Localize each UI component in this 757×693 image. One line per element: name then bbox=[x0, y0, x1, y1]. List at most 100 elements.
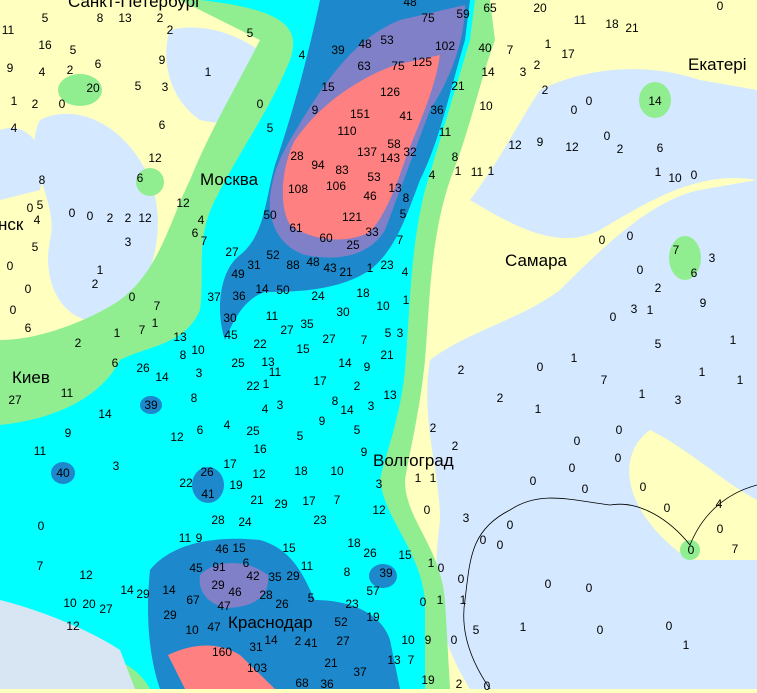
precipitation-value: 53 bbox=[367, 170, 381, 184]
precipitation-value: 3 bbox=[674, 393, 682, 407]
precipitation-value: 5 bbox=[384, 326, 392, 340]
precipitation-value: 0 bbox=[9, 303, 17, 317]
precipitation-value: 0 bbox=[450, 633, 458, 647]
precipitation-value: 4 bbox=[261, 402, 269, 416]
precipitation-value: 26 bbox=[136, 361, 150, 375]
precipitation-value: 0 bbox=[437, 561, 445, 575]
precipitation-value: 11 bbox=[178, 531, 192, 545]
precipitation-value: 21 bbox=[339, 265, 353, 279]
blue-blob bbox=[140, 396, 162, 414]
precipitation-value: 26 bbox=[363, 546, 377, 560]
precipitation-value: 5 bbox=[307, 591, 315, 605]
precipitation-value: 0 bbox=[615, 423, 623, 437]
light-blue-area-northeast bbox=[470, 69, 757, 239]
precipitation-value: 3 bbox=[396, 326, 404, 340]
precipitation-value: 1 bbox=[427, 556, 435, 570]
precipitation-value: 21 bbox=[324, 656, 338, 670]
precipitation-value: 1 bbox=[402, 293, 410, 307]
blue-blob bbox=[51, 462, 75, 484]
precipitation-value: 39 bbox=[144, 398, 158, 412]
precipitation-value: 8 bbox=[190, 391, 198, 405]
precipitation-value: 83 bbox=[335, 163, 349, 177]
precipitation-value: 41 bbox=[399, 109, 413, 123]
precipitation-value: 7 bbox=[600, 373, 608, 387]
precipitation-value: 40 bbox=[56, 466, 70, 480]
precipitation-value: 16 bbox=[253, 442, 267, 456]
precipitation-value: 14 bbox=[338, 356, 352, 370]
precipitation-value: 3 bbox=[708, 251, 716, 265]
precipitation-value: 30 bbox=[223, 311, 237, 325]
precipitation-value: 68 bbox=[295, 676, 309, 690]
precipitation-value: 39 bbox=[379, 566, 393, 580]
precipitation-value: 37 bbox=[207, 290, 221, 304]
precipitation-value: 7 bbox=[360, 333, 368, 347]
light-blue-area-east bbox=[427, 180, 757, 689]
precipitation-value: 8 bbox=[343, 565, 351, 579]
precipitation-value: 2 bbox=[533, 58, 541, 72]
precipitation-value: 0 bbox=[687, 543, 695, 557]
precipitation-value: 11 bbox=[33, 444, 47, 458]
precipitation-value: 1 bbox=[646, 303, 654, 317]
green-patch bbox=[639, 82, 671, 118]
precipitation-value: 36 bbox=[430, 103, 444, 117]
precipitation-value: 18 bbox=[347, 536, 361, 550]
precipitation-value: 88 bbox=[286, 258, 300, 272]
precipitation-value: 9 bbox=[536, 135, 544, 149]
precipitation-value: 11 bbox=[265, 309, 279, 323]
precipitation-value: 0 bbox=[596, 623, 604, 637]
precipitation-value: 46 bbox=[363, 189, 377, 203]
precipitation-value: 5 bbox=[399, 207, 407, 221]
precipitation-value: 7 bbox=[333, 493, 341, 507]
precipitation-value: 11 bbox=[60, 386, 74, 400]
precipitation-value: 0 bbox=[573, 434, 581, 448]
precipitation-value: 12 bbox=[148, 151, 162, 165]
blue-blob bbox=[369, 564, 397, 588]
precipitation-value: 6 bbox=[158, 118, 166, 132]
precipitation-value: 1 bbox=[429, 471, 437, 485]
precipitation-value: 0 bbox=[457, 572, 465, 586]
precipitation-value: 19 bbox=[421, 673, 435, 687]
precipitation-value: 5 bbox=[353, 423, 361, 437]
precipitation-value: 36 bbox=[320, 677, 334, 691]
precipitation-value: 12 bbox=[252, 467, 266, 481]
precipitation-value: 14 bbox=[120, 583, 134, 597]
precipitation-value: 12 bbox=[176, 196, 190, 210]
precipitation-value: 16 bbox=[38, 38, 52, 52]
precipitation-value: 41 bbox=[304, 636, 318, 650]
precipitation-value: 17 bbox=[302, 494, 316, 508]
precipitation-value: 9 bbox=[64, 426, 72, 440]
precipitation-value: 5 bbox=[472, 623, 480, 637]
precipitation-value: 29 bbox=[286, 569, 300, 583]
precipitation-value: 1 bbox=[698, 365, 706, 379]
precipitation-value: 3 bbox=[630, 302, 638, 316]
precipitation-value: 5 bbox=[41, 11, 49, 25]
precipitation-value: 67 bbox=[186, 593, 200, 607]
precipitation-value: 4 bbox=[197, 213, 205, 227]
precipitation-value: 0 bbox=[506, 518, 514, 532]
precipitation-value: 31 bbox=[247, 258, 261, 272]
green-patch bbox=[58, 74, 102, 106]
precipitation-value: 20 bbox=[533, 1, 547, 15]
precipitation-value: 12 bbox=[79, 568, 93, 582]
precipitation-value: 26 bbox=[275, 597, 289, 611]
precipitation-value: 36 bbox=[232, 289, 246, 303]
precipitation-value: 2 bbox=[124, 211, 132, 225]
city-minsk: нск bbox=[0, 215, 24, 234]
precipitation-value: 4 bbox=[715, 497, 723, 511]
city-samara: Самара bbox=[505, 251, 567, 270]
precipitation-value: 3 bbox=[367, 399, 375, 413]
precipitation-value: 4 bbox=[298, 48, 306, 62]
precipitation-value: 3 bbox=[112, 459, 120, 473]
precipitation-value: 13 bbox=[388, 181, 402, 195]
precipitation-value: 20 bbox=[82, 597, 96, 611]
precipitation-value: 7 bbox=[153, 299, 161, 313]
precipitation-value: 35 bbox=[268, 570, 282, 584]
precipitation-value: 94 bbox=[311, 158, 325, 172]
precipitation-value: 106 bbox=[325, 179, 347, 193]
city-moscow: Москва bbox=[200, 170, 259, 189]
precipitation-value: 37 bbox=[353, 665, 367, 679]
precipitation-value: 59 bbox=[456, 7, 470, 21]
precipitation-value: 1 bbox=[10, 94, 18, 108]
precipitation-value: 0 bbox=[570, 103, 578, 117]
precipitation-value: 3 bbox=[519, 65, 527, 79]
